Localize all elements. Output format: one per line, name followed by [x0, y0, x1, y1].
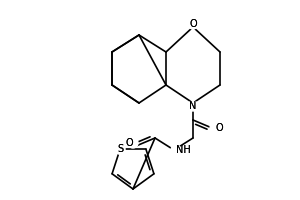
Circle shape	[188, 19, 198, 29]
Circle shape	[171, 145, 181, 155]
Text: S: S	[117, 144, 123, 154]
Text: NH: NH	[176, 145, 191, 155]
Text: O: O	[215, 123, 223, 133]
Text: S: S	[117, 144, 123, 154]
Text: O: O	[215, 123, 223, 133]
Circle shape	[210, 123, 220, 133]
Circle shape	[115, 144, 125, 154]
Text: N: N	[189, 101, 197, 111]
Circle shape	[128, 138, 138, 148]
Text: N: N	[189, 101, 197, 111]
Text: O: O	[189, 19, 197, 29]
Circle shape	[188, 101, 198, 111]
Text: O: O	[125, 138, 133, 148]
Text: O: O	[125, 138, 133, 148]
Text: O: O	[189, 19, 197, 29]
Text: NH: NH	[176, 145, 191, 155]
